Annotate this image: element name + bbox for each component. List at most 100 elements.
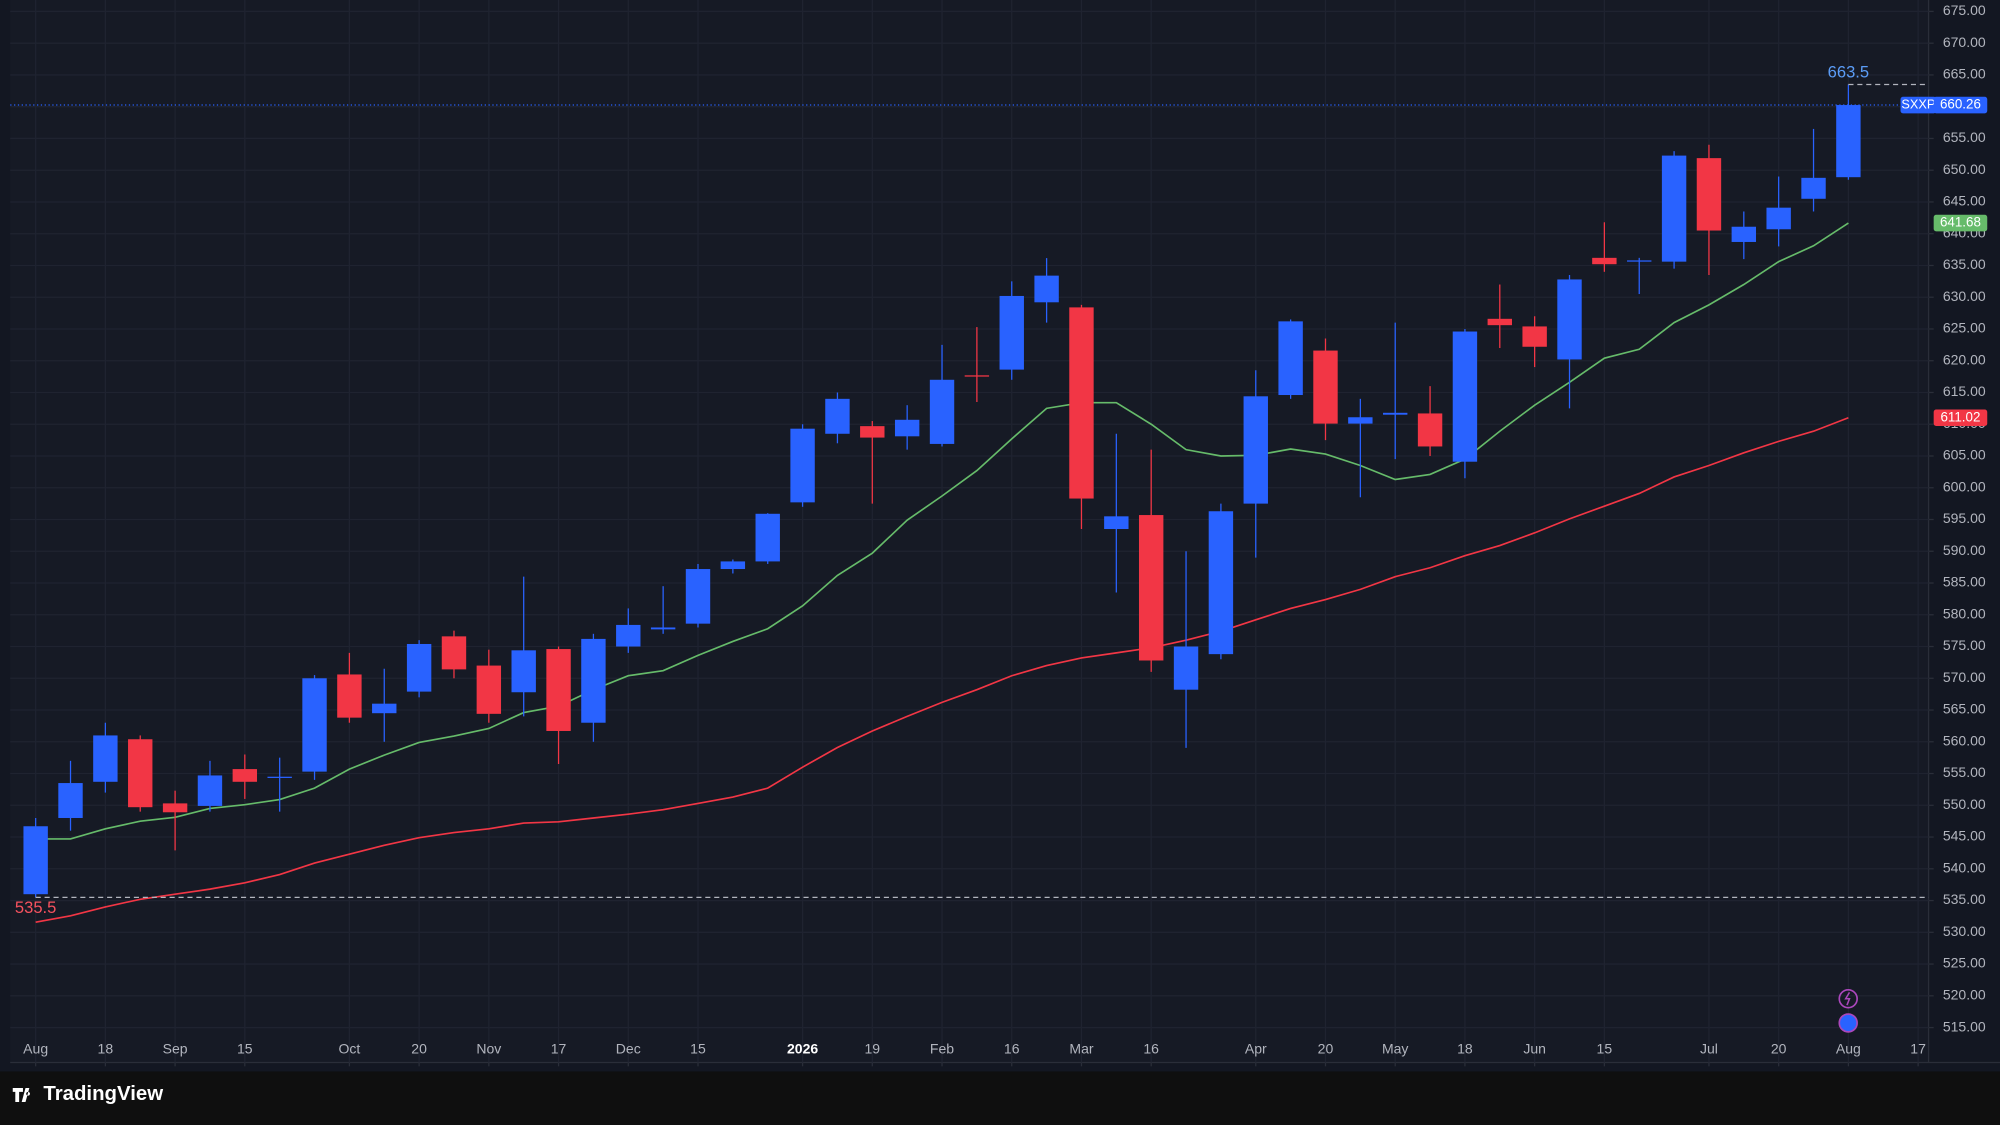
y-tick-label: 645.00 [1943,193,1986,209]
ma-value-tag: 611.02 [1940,409,1980,424]
x-tick-label: 18 [98,1040,114,1056]
logo-icon [12,1088,30,1103]
moving-average-line [35,416,1849,923]
x-tick-label: 20 [1318,1040,1334,1056]
candle-body [860,426,885,438]
y-tick-label: 540.00 [1943,860,1986,876]
y-tick-label: 575.00 [1943,637,1986,653]
candle-body [1348,417,1373,424]
x-tick-label: May [1382,1040,1408,1056]
ma-value-tag-box [1933,409,1988,427]
x-tick-label: Apr [1245,1040,1267,1056]
last-price-tag-box [1933,96,1988,114]
x-tick-label: Dec [616,1040,641,1056]
y-tick-label: 665.00 [1943,66,1986,82]
candle-body [1208,511,1234,655]
y-tick-label: 520.00 [1943,987,1986,1003]
symbol-label: SXXP [1901,96,1935,111]
candle-body [1661,155,1687,262]
candle-body [58,783,83,818]
candle-body [964,375,990,377]
candle-body [1731,226,1757,242]
candle-body [162,803,188,813]
candle-body [93,735,118,782]
x-tick-label: Nov [476,1040,501,1056]
y-tick-label: 605.00 [1943,447,1986,463]
candle-body [616,624,641,647]
candle-body [1557,279,1582,360]
candle-body [23,826,48,895]
x-tick-label: 17 [1910,1040,1926,1056]
x-tick-label: 19 [865,1040,881,1056]
candle-body [1383,412,1408,415]
candle-body [1627,260,1652,262]
y-tick-label: 635.00 [1943,256,1986,272]
candle-body [1836,105,1861,178]
icon-event[interactable] [1838,1013,1858,1033]
candle-body [1034,275,1059,303]
y-tick-label: 555.00 [1943,764,1986,780]
high-label: 663.5 [1828,62,1870,81]
candle-body [197,775,223,806]
candle-body [720,561,746,570]
x-tick-label: 2026 [787,1040,818,1056]
y-tick-label: 670.00 [1943,34,1986,50]
y-tick-label: 580.00 [1943,605,1986,621]
y-tick-label: 590.00 [1943,542,1986,558]
candle-body [685,569,711,624]
x-tick-label: Feb [930,1040,954,1056]
y-tick-label: 625.00 [1943,320,1986,336]
candle-body [1138,515,1164,661]
candle-body [441,636,467,670]
candle-body [1313,350,1338,424]
candle-body [929,379,955,444]
candle-body [511,650,536,693]
y-tick-label: 615.00 [1943,383,1986,399]
icon-flash[interactable] [1838,988,1858,1009]
y-tick-label: 595.00 [1943,510,1986,526]
candle-body [1696,158,1722,231]
candle-body [1766,207,1791,230]
x-tick-label: Mar [1069,1040,1093,1056]
candle-body [372,703,397,714]
y-tick-label: 630.00 [1943,288,1986,304]
candle-body [1522,326,1547,347]
candle-body [1173,646,1199,690]
candle-body [825,398,850,434]
x-tick-label: Oct [338,1040,360,1056]
candle-body [790,428,815,503]
candle-body [1104,516,1129,530]
icon-flash-glyph [1844,991,1851,1006]
ma-value-tag: 641.68 [1940,215,1981,230]
x-tick-label: 20 [411,1040,427,1056]
candle-body [267,776,292,778]
y-tick-label: 515.00 [1943,1018,1986,1034]
candle-body [128,739,153,808]
y-tick-label: 585.00 [1943,574,1986,590]
candle-body [581,638,606,723]
brand: TradingView [43,1083,163,1105]
candle-body [302,678,327,772]
x-tick-label: 15 [690,1040,706,1056]
candle-body [337,674,362,718]
y-tick-label: 655.00 [1943,129,1986,145]
candle-body [476,665,502,714]
x-tick-label: 16 [1004,1040,1020,1056]
y-tick-label: 675.00 [1943,2,1986,18]
low-label: 535.5 [15,898,57,917]
moving-average-line [35,222,1849,840]
x-tick-label: Sep [163,1040,188,1056]
footer [0,1071,2000,1125]
candle-body [1069,307,1094,499]
x-tick-label: 16 [1143,1040,1159,1056]
symbol-box [1900,96,1937,114]
candle-body [1278,321,1303,396]
candle-body [999,295,1024,370]
y-tick-label: 530.00 [1943,923,1986,939]
y-tick-label: 565.00 [1943,701,1986,717]
candle-body [1417,413,1443,447]
x-tick-label: Jun [1523,1040,1546,1056]
candle-body [406,643,432,692]
plot: 515.00 520.00 525.00 530.00 535.00 540.00 545.… [10,0,1986,1067]
